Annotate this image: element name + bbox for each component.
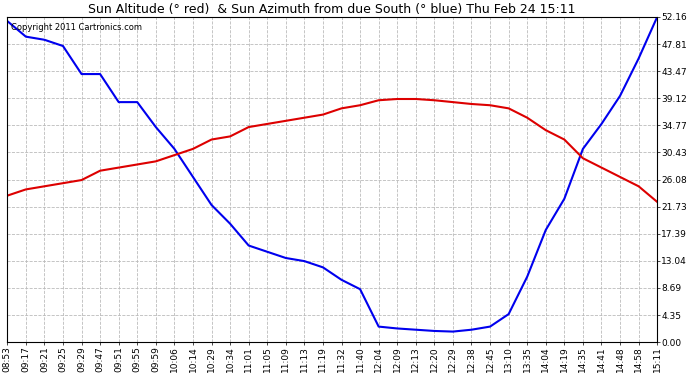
- Text: Copyright 2011 Cartronics.com: Copyright 2011 Cartronics.com: [10, 24, 141, 33]
- Title: Sun Altitude (° red)  & Sun Azimuth from due South (° blue) Thu Feb 24 15:11: Sun Altitude (° red) & Sun Azimuth from …: [88, 3, 576, 16]
